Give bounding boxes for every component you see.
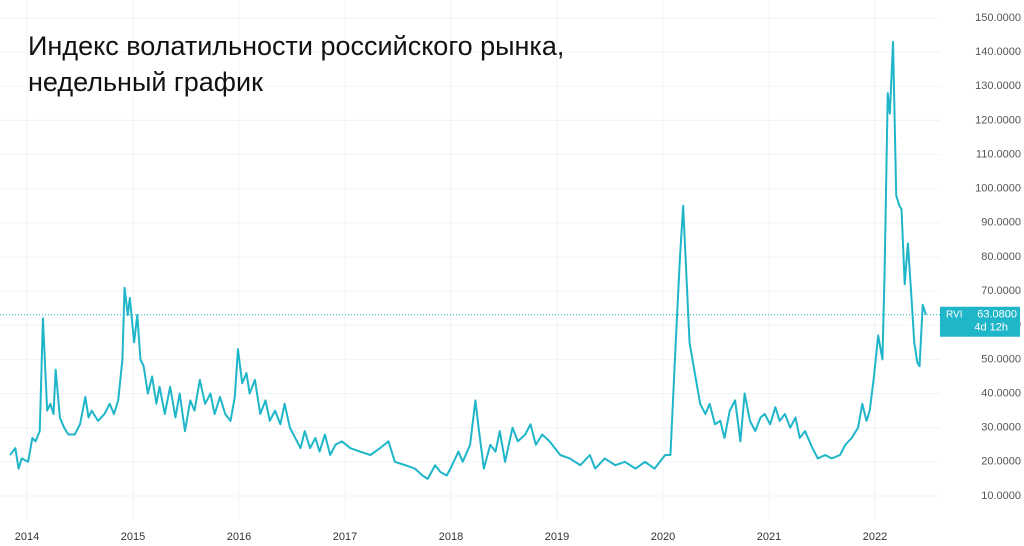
x-tick-label: 2021 [757, 531, 781, 543]
x-tick-label: 2019 [545, 531, 569, 543]
chart-title: Индекс волатильности российского рынка, … [28, 31, 565, 97]
y-tick-label: 50.0000 [981, 353, 1021, 365]
y-tick-label: 140.0000 [975, 46, 1021, 58]
x-tick-label: 2022 [863, 531, 887, 543]
y-tick-label: 30.0000 [981, 422, 1021, 434]
price-tag [940, 306, 1020, 337]
x-tick-label: 2014 [15, 531, 39, 543]
y-tick-label: 130.0000 [975, 80, 1021, 92]
y-tick-label: 40.0000 [981, 387, 1021, 399]
y-tick-label: 80.0000 [981, 251, 1021, 263]
y-tick-label: 120.0000 [975, 114, 1021, 126]
data-line [9, 40, 927, 480]
x-tick-label: 2018 [439, 531, 463, 543]
countdown: 4d 12h [974, 322, 1008, 334]
y-tick-label: 10.0000 [981, 490, 1021, 502]
y-tick-label: 150.0000 [975, 12, 1021, 24]
x-tick-label: 2017 [333, 531, 357, 543]
y-tick-label: 20.0000 [981, 456, 1021, 468]
y-tick-label: 90.0000 [981, 217, 1021, 229]
x-tick-label: 2020 [651, 531, 675, 543]
y-tick-label: 100.0000 [975, 183, 1021, 195]
y-tick-label: 110.0000 [976, 148, 1021, 160]
x-tick-label: 2016 [227, 531, 251, 543]
y-tick-label: 70.0000 [981, 285, 1021, 297]
last-value-label: 63.0800 [977, 309, 1017, 321]
series-name: RVI [946, 309, 963, 320]
x-tick-label: 2015 [121, 531, 145, 543]
